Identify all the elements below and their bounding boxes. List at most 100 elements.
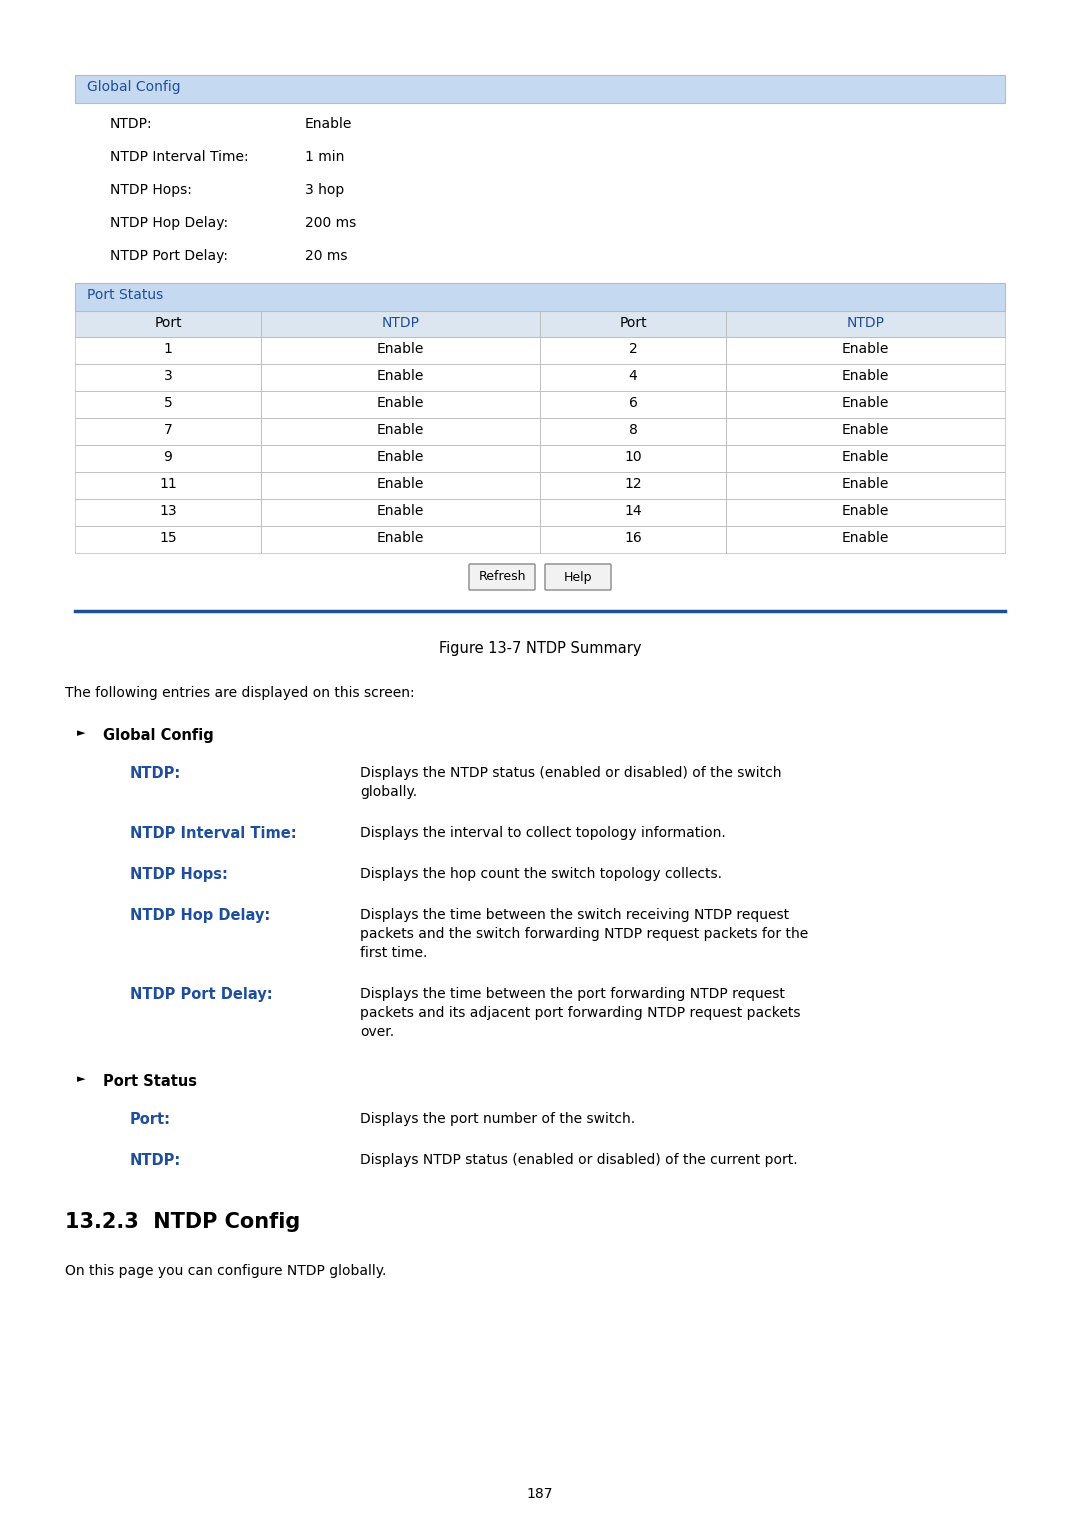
- Bar: [75, 282, 1005, 312]
- Bar: [540, 444, 726, 472]
- Bar: [540, 312, 726, 337]
- Bar: [75, 499, 1005, 525]
- Text: over.: over.: [360, 1025, 394, 1038]
- Bar: [75, 312, 261, 337]
- FancyBboxPatch shape: [545, 563, 611, 589]
- Bar: [75, 525, 261, 553]
- Text: Enable: Enable: [841, 450, 889, 464]
- Bar: [540, 499, 726, 525]
- Bar: [75, 472, 1005, 499]
- Text: Enable: Enable: [841, 476, 889, 492]
- Text: Port: Port: [154, 316, 181, 330]
- Bar: [261, 391, 540, 418]
- Bar: [75, 391, 261, 418]
- Bar: [261, 418, 540, 444]
- Text: Displays the time between the port forwarding NTDP request: Displays the time between the port forwa…: [360, 986, 785, 1002]
- Bar: [726, 363, 1005, 391]
- Text: NTDP Port Delay:: NTDP Port Delay:: [110, 249, 228, 263]
- Text: 3: 3: [164, 370, 173, 383]
- Text: Enable: Enable: [377, 423, 424, 437]
- Text: NTDP Hops:: NTDP Hops:: [130, 867, 228, 883]
- Bar: [75, 444, 1005, 472]
- Text: Global Config: Global Config: [87, 79, 180, 95]
- Bar: [75, 418, 1005, 444]
- Text: 16: 16: [624, 531, 642, 545]
- Text: 14: 14: [624, 504, 642, 518]
- Bar: [75, 525, 1005, 553]
- Text: first time.: first time.: [360, 947, 428, 960]
- Text: 200 ms: 200 ms: [305, 215, 356, 231]
- Bar: [75, 363, 261, 391]
- Text: Figure 13-7 NTDP Summary: Figure 13-7 NTDP Summary: [438, 641, 642, 657]
- Text: 2: 2: [629, 342, 637, 356]
- Bar: [261, 472, 540, 499]
- Text: 9: 9: [163, 450, 173, 464]
- Text: Help: Help: [564, 571, 592, 583]
- Text: 20 ms: 20 ms: [305, 249, 348, 263]
- Text: 13: 13: [159, 504, 177, 518]
- Text: Global Config: Global Config: [103, 728, 214, 744]
- Bar: [75, 499, 261, 525]
- FancyBboxPatch shape: [469, 563, 535, 589]
- Bar: [726, 444, 1005, 472]
- Text: Enable: Enable: [377, 370, 424, 383]
- Text: Port Status: Port Status: [103, 1073, 197, 1089]
- Text: 5: 5: [164, 395, 173, 411]
- Text: Displays the time between the switch receiving NTDP request: Displays the time between the switch rec…: [360, 909, 789, 922]
- Bar: [726, 337, 1005, 363]
- Text: NTDP Interval Time:: NTDP Interval Time:: [110, 150, 248, 163]
- Text: Displays NTDP status (enabled or disabled) of the current port.: Displays NTDP status (enabled or disable…: [360, 1153, 798, 1167]
- Text: NTDP Interval Time:: NTDP Interval Time:: [130, 826, 297, 841]
- Bar: [75, 391, 1005, 418]
- Text: packets and the switch forwarding NTDP request packets for the: packets and the switch forwarding NTDP r…: [360, 927, 808, 941]
- Bar: [726, 312, 1005, 337]
- Text: ►: ►: [77, 1073, 85, 1084]
- Text: Enable: Enable: [377, 504, 424, 518]
- Bar: [75, 337, 1005, 363]
- Text: 3 hop: 3 hop: [305, 183, 345, 197]
- Text: globally.: globally.: [360, 785, 417, 799]
- Text: On this page you can configure NTDP globally.: On this page you can configure NTDP glob…: [65, 1264, 387, 1278]
- Text: NTDP: NTDP: [381, 316, 419, 330]
- Text: NTDP:: NTDP:: [130, 1153, 181, 1168]
- Bar: [540, 418, 726, 444]
- Text: Displays the interval to collect topology information.: Displays the interval to collect topolog…: [360, 826, 726, 840]
- Text: NTDP Port Delay:: NTDP Port Delay:: [130, 986, 272, 1002]
- Text: 15: 15: [159, 531, 177, 545]
- Text: NTDP:: NTDP:: [110, 118, 152, 131]
- Bar: [540, 363, 726, 391]
- Bar: [726, 499, 1005, 525]
- Bar: [726, 418, 1005, 444]
- Bar: [75, 444, 261, 472]
- Text: The following entries are displayed on this screen:: The following entries are displayed on t…: [65, 686, 415, 699]
- Text: Enable: Enable: [841, 531, 889, 545]
- Bar: [75, 282, 1005, 312]
- Text: Enable: Enable: [377, 342, 424, 356]
- Text: Displays the NTDP status (enabled or disabled) of the switch: Displays the NTDP status (enabled or dis…: [360, 767, 782, 780]
- Text: Enable: Enable: [377, 531, 424, 545]
- Text: NTDP: NTDP: [847, 316, 885, 330]
- Bar: [726, 472, 1005, 499]
- Text: Enable: Enable: [841, 395, 889, 411]
- Text: NTDP:: NTDP:: [130, 767, 181, 780]
- Text: Port: Port: [619, 316, 647, 330]
- Bar: [726, 391, 1005, 418]
- Text: 1: 1: [163, 342, 173, 356]
- Bar: [540, 472, 726, 499]
- Bar: [75, 418, 261, 444]
- Text: 13.2.3  NTDP Config: 13.2.3 NTDP Config: [65, 1212, 300, 1232]
- Text: Displays the hop count the switch topology collects.: Displays the hop count the switch topolo…: [360, 867, 723, 881]
- Text: Enable: Enable: [841, 370, 889, 383]
- Text: 4: 4: [629, 370, 637, 383]
- Text: NTDP Hops:: NTDP Hops:: [110, 183, 192, 197]
- Text: Enable: Enable: [841, 342, 889, 356]
- Text: 1 min: 1 min: [305, 150, 345, 163]
- Text: ►: ►: [77, 728, 85, 738]
- Bar: [75, 337, 261, 363]
- Text: Refresh: Refresh: [478, 571, 526, 583]
- Bar: [540, 337, 726, 363]
- Text: Port Status: Port Status: [87, 289, 163, 302]
- Text: Enable: Enable: [841, 504, 889, 518]
- Text: packets and its adjacent port forwarding NTDP request packets: packets and its adjacent port forwarding…: [360, 1006, 800, 1020]
- Text: Displays the port number of the switch.: Displays the port number of the switch.: [360, 1112, 635, 1125]
